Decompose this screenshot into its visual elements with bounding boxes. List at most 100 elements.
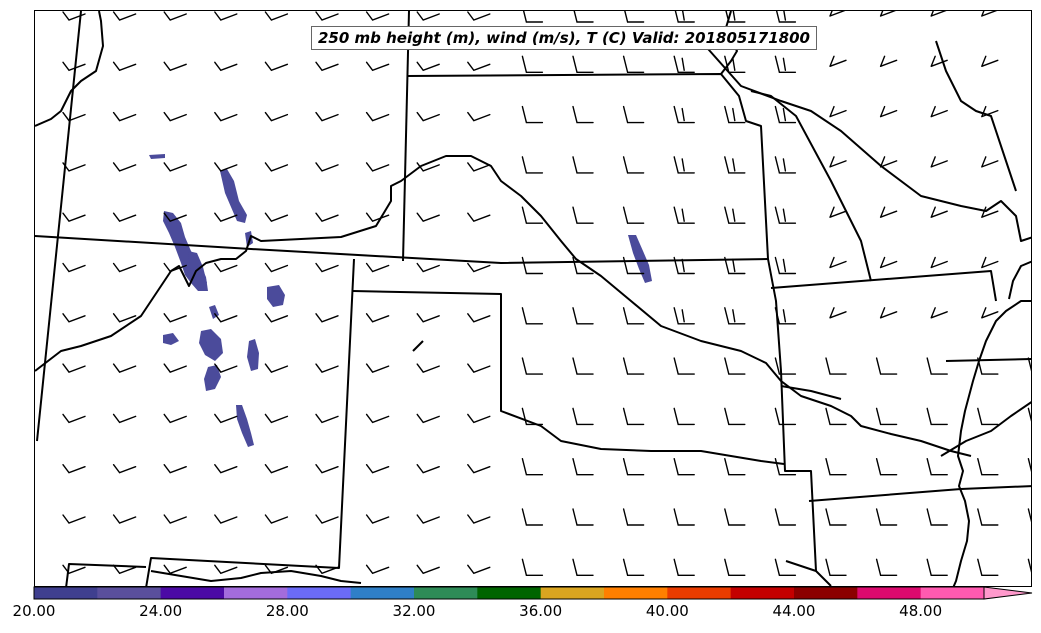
- wind-barb: [674, 11, 695, 23]
- wind-barb: [930, 105, 948, 118]
- boundary-line: [406, 73, 769, 260]
- temp-patch: [236, 405, 254, 447]
- wind-barb: [521, 206, 544, 224]
- state-boundaries: [35, 11, 1031, 586]
- wind-barb: [62, 313, 86, 323]
- wind-barb: [622, 458, 645, 476]
- wind-barb: [214, 11, 238, 21]
- wind-barb: [981, 55, 999, 67]
- colorbar-segment: [857, 587, 922, 599]
- wind-barb: [264, 514, 289, 524]
- wind-barb: [1027, 357, 1031, 372]
- wind-barb: [467, 162, 491, 172]
- wind-barb: [977, 508, 999, 526]
- wind-barb: [829, 55, 847, 67]
- wind-barb: [112, 262, 137, 273]
- wind-barb: [112, 564, 137, 575]
- colorbar-segment: [477, 587, 542, 599]
- wind-barb: [264, 363, 289, 373]
- wind-barb: [163, 514, 187, 524]
- wind-barb: [62, 61, 86, 72]
- wind-barb: [926, 407, 948, 426]
- temp-patch: [628, 235, 652, 283]
- wind-barb: [673, 156, 695, 174]
- wind-barb: [467, 11, 491, 21]
- wind-barb: [62, 464, 86, 474]
- wind-barb: [622, 156, 645, 174]
- wind-barb: [930, 55, 948, 67]
- wind-barb: [163, 564, 187, 575]
- wind-barb: [163, 413, 187, 424]
- wind-barb: [521, 256, 544, 275]
- wind-barb: [724, 105, 746, 124]
- wind-barb: [214, 162, 238, 172]
- wind-barb: [572, 256, 594, 275]
- wind-barb: [62, 162, 86, 172]
- wind-barb: [572, 105, 594, 124]
- boundary-line: [402, 11, 410, 262]
- coast-line: [935, 40, 1017, 192]
- boundary-line: [352, 290, 785, 465]
- temp-patch: [204, 365, 221, 391]
- coastlines-rivers: [35, 11, 1031, 586]
- coast-line: [700, 40, 1031, 242]
- wind-barb: [315, 564, 339, 575]
- temperature-colorbar: [33, 586, 1033, 600]
- wind-barb: [572, 156, 594, 174]
- wind-barb: [774, 307, 797, 325]
- wind-barb: [467, 363, 491, 373]
- wind-barb: [416, 262, 440, 273]
- wind-barb: [879, 156, 898, 168]
- wind-barb: [264, 262, 289, 273]
- wind-barb: [521, 105, 544, 124]
- wind-barb: [829, 11, 846, 17]
- wind-barb: [315, 11, 339, 21]
- wind-barb: [467, 313, 491, 323]
- wind-barb: [977, 458, 999, 476]
- colorbar-segment: [34, 587, 98, 599]
- colorbar-segment: [97, 587, 162, 599]
- wind-barb: [112, 363, 137, 373]
- wind-barb: [1027, 558, 1031, 573]
- wind-barb: [977, 357, 999, 375]
- wind-barb: [315, 61, 339, 72]
- coast-line: [780, 385, 842, 400]
- wind-barb: [926, 458, 948, 476]
- wind-barb: [673, 458, 695, 476]
- wind-barb: [774, 558, 797, 576]
- wind-barb: [112, 413, 137, 424]
- colorbar-segment: [414, 587, 478, 599]
- coast-line: [150, 570, 362, 584]
- wind-barb: [724, 558, 746, 576]
- wind-barb: [467, 464, 491, 474]
- wind-barb: [624, 11, 645, 23]
- wind-barb: [112, 212, 137, 223]
- map-panel: 250 mb height (m), wind (m/s), T (C) Val…: [34, 10, 1032, 587]
- wind-barb: [467, 212, 491, 223]
- colorbar-segment: [604, 587, 668, 599]
- wind-barb: [981, 206, 999, 218]
- wind-barb: [875, 558, 898, 576]
- wind-barb: [521, 357, 544, 375]
- wind-barb: [572, 458, 594, 476]
- wind-barb: [264, 162, 289, 172]
- wind-barb: [416, 111, 440, 122]
- wind-barb: [1027, 458, 1031, 472]
- wind-barb: [622, 307, 645, 325]
- wind-barb: [879, 55, 898, 67]
- wind-barb: [521, 407, 544, 426]
- wind-barb: [572, 357, 594, 375]
- wind-barb: [416, 11, 440, 21]
- colorbar-tick-label: 44.00: [772, 602, 816, 620]
- wind-barb: [521, 558, 544, 576]
- wind-barb: [930, 11, 947, 17]
- coast-line: [35, 11, 104, 127]
- wind-barb: [572, 558, 594, 576]
- wind-barb: [264, 464, 289, 474]
- wind-barb: [214, 262, 238, 273]
- wind-barb: [365, 111, 390, 122]
- wind-barb: [416, 313, 440, 323]
- wind-barb: [724, 156, 746, 174]
- wind-barb: [825, 357, 847, 375]
- wind-barb: [365, 262, 390, 273]
